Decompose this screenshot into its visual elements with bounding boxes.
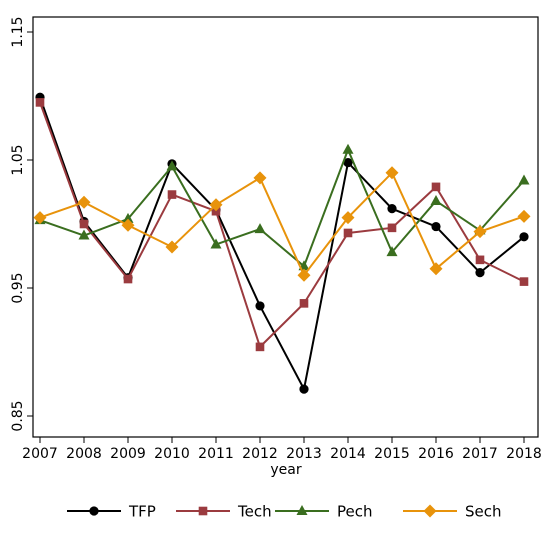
x-tick-label: 2011 xyxy=(198,446,234,462)
data-point-tfp xyxy=(475,268,485,278)
data-point-pech xyxy=(78,229,90,240)
series-sech xyxy=(33,166,531,282)
x-tick-label: 2016 xyxy=(418,446,454,462)
data-point-tech xyxy=(299,299,309,308)
x-tick-label: 2015 xyxy=(374,446,410,462)
data-point-tech xyxy=(519,277,529,286)
data-point-tfp xyxy=(431,221,441,232)
data-point-pech xyxy=(342,143,354,154)
data-point-pech xyxy=(386,246,398,257)
plot-area-frame xyxy=(32,16,539,438)
data-point-sech xyxy=(517,209,531,223)
data-point-pech xyxy=(254,223,266,234)
series-layer xyxy=(33,92,531,394)
data-point-tech xyxy=(431,182,441,192)
data-point-tech xyxy=(387,223,397,233)
data-point-sech xyxy=(33,211,47,225)
data-point-pech xyxy=(166,160,178,171)
x-tick-label: 2018 xyxy=(506,446,542,462)
data-point-pech xyxy=(518,174,530,185)
legend-item-pech: Pech xyxy=(275,503,373,521)
data-point-pech xyxy=(210,238,222,249)
x-tick-label: 2017 xyxy=(462,446,498,462)
legend-item-sech: Sech xyxy=(403,503,502,521)
x-axis-title: year xyxy=(270,462,301,478)
legend-item-tech: Tech xyxy=(176,503,272,521)
series-line-sech xyxy=(39,171,525,277)
y-tick-label: 0.85 xyxy=(10,400,26,431)
data-point-pech xyxy=(430,194,442,205)
x-tick-label: 2008 xyxy=(66,446,102,462)
data-point-tech xyxy=(343,228,353,238)
legend-item-tfp: TFP xyxy=(67,503,156,521)
data-point-sech xyxy=(121,218,135,232)
data-point-tech xyxy=(79,219,89,229)
legend-marker-sech xyxy=(423,504,437,518)
series-line-tech xyxy=(39,102,525,348)
legend-label-tfp: TFP xyxy=(128,503,156,521)
data-point-sech xyxy=(385,166,399,180)
data-point-tfp xyxy=(387,204,397,214)
x-tick-label: 2009 xyxy=(110,446,146,462)
data-point-sech xyxy=(297,268,311,282)
x-tick-label: 2013 xyxy=(286,446,322,462)
data-point-sech xyxy=(165,240,179,254)
x-tick-label: 2010 xyxy=(154,446,190,462)
data-point-tech xyxy=(475,255,485,265)
y-tick-label: 1.05 xyxy=(10,144,26,175)
legend: TFP Tech Pech Sech xyxy=(67,503,502,521)
y-tick-label: 0.95 xyxy=(10,272,26,303)
data-point-sech xyxy=(341,211,355,225)
legend-marker-pech xyxy=(296,505,308,515)
legend-marker-tech xyxy=(198,506,208,516)
y-axis: 0.85 0.95 1.05 1.15 xyxy=(10,16,33,432)
data-point-tfp xyxy=(519,232,529,242)
data-point-sech xyxy=(77,195,91,209)
legend-marker-tfp xyxy=(89,506,99,516)
y-tick-label: 1.15 xyxy=(10,16,26,47)
x-tick-label: 2012 xyxy=(242,446,278,462)
data-point-tfp xyxy=(299,384,309,394)
data-point-sech xyxy=(473,225,487,239)
series-tech xyxy=(35,98,529,352)
data-point-tfp xyxy=(343,157,353,168)
x-tick-label: 2007 xyxy=(22,446,58,462)
data-point-tfp xyxy=(255,301,265,311)
data-point-tech xyxy=(255,342,265,352)
data-point-pech xyxy=(122,212,134,223)
data-point-sech xyxy=(209,198,223,212)
legend-label-tech: Tech xyxy=(237,503,272,521)
legend-label-sech: Sech xyxy=(465,503,502,521)
data-point-tech xyxy=(123,274,133,284)
x-axis: 2007 2008 2009 2010 2011 2012 2013 2014 2015 2016… xyxy=(22,437,542,462)
legend-label-pech: Pech xyxy=(337,503,373,521)
data-point-tech xyxy=(35,98,45,107)
data-point-sech xyxy=(429,262,443,276)
data-point-tech xyxy=(167,190,177,199)
x-tick-label: 2014 xyxy=(330,446,366,462)
data-point-sech xyxy=(253,171,267,185)
